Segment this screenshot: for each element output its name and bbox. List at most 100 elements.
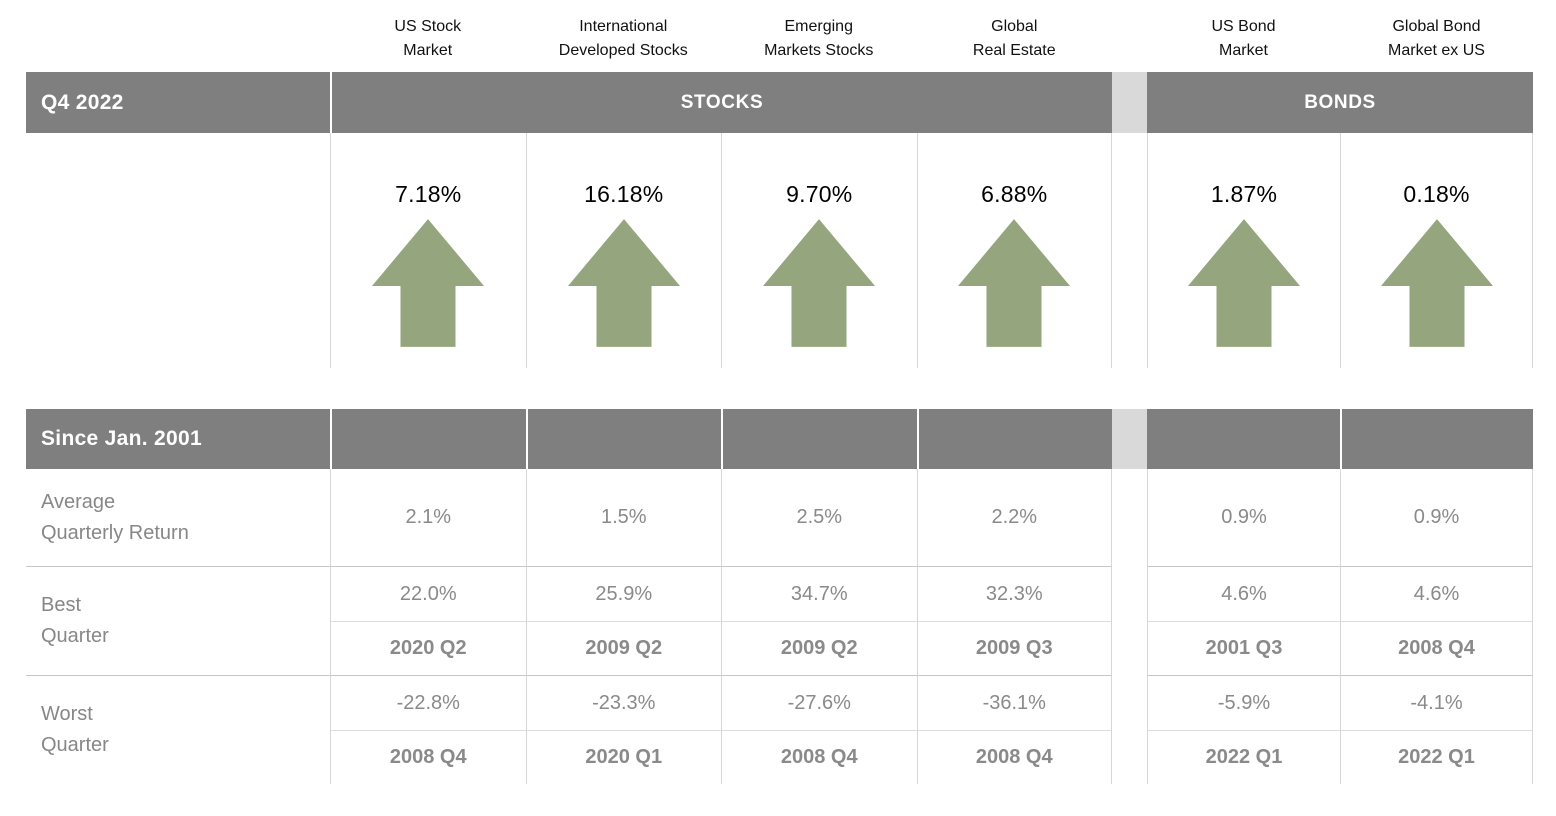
best-quarter-rows: Best Quarter 22.0% 25.9% 34.7% 32.3% 4.6… [26, 566, 1533, 675]
q4-return-value: 7.18% [395, 181, 462, 207]
up-arrow-icon [958, 219, 1071, 347]
asset-name-line: Market ex US [1388, 42, 1485, 59]
worst-quarter-period: 2008 Q4 [975, 746, 1053, 768]
best-quarter-value: 34.7% [790, 582, 848, 605]
asset-name-line: US Stock [394, 18, 462, 35]
worst-quarter-value: -36.1% [982, 691, 1046, 714]
q4-return-value: 0.18% [1403, 181, 1470, 207]
q4-return-cell: 7.18% [330, 133, 526, 368]
worst-quarter-value-cell: -22.8% [330, 675, 526, 730]
worst-quarter-period-cell: 2008 Q4 [721, 730, 917, 784]
best-quarter-value-cell: 4.6% [1340, 566, 1533, 621]
q4-return-cell: 1.87% [1147, 133, 1340, 368]
worst-quarter-period: 2022 Q1 [1398, 746, 1475, 768]
up-arrow-icon [372, 219, 485, 347]
period-label-q4-2022: Q4 2022 [26, 72, 330, 133]
q4-return-value: 16.18% [584, 181, 664, 207]
best-quarter-period-cell: 2020 Q2 [330, 621, 526, 675]
asset-column-header: US Bond Market [1147, 15, 1340, 72]
avg-return-value: 2.2% [991, 506, 1038, 528]
q4-return-value: 1.87% [1210, 181, 1278, 207]
row-label-line: Quarter [41, 625, 109, 647]
best-quarter-value: 4.6% [1221, 582, 1267, 605]
average-quarterly-return-row: Average Quarterly Return 2.1% 1.5% 2.5% … [26, 469, 1533, 566]
avg-return-cell: 0.9% [1147, 469, 1340, 566]
worst-quarter-period-cell: 2022 Q1 [1147, 730, 1340, 784]
up-arrow-icon [1380, 219, 1493, 347]
since-2001-header-bar: Since Jan. 2001 [26, 409, 1533, 469]
worst-quarter-period: 2008 Q4 [389, 746, 467, 768]
best-quarter-period: 2009 Q2 [780, 637, 858, 659]
asset-name-line: Global Bond [1392, 18, 1481, 35]
worst-quarter-period: 2020 Q1 [585, 746, 663, 768]
avg-return-cell: 2.2% [916, 469, 1112, 566]
q4-returns-row: 7.18% 16.18% 9.70% 6.88% 1.87% 0.18% [26, 133, 1533, 368]
avg-return-value: 0.9% [1221, 506, 1267, 528]
q4-return-cell: 16.18% [525, 133, 722, 368]
asset-name-line: Markets Stocks [764, 42, 874, 59]
q4-2022-header-bar: Q4 2022 STOCKS BONDS [26, 72, 1533, 133]
worst-quarter-value-cell: -5.9% [1147, 675, 1340, 730]
spacer-column [1112, 72, 1147, 133]
row-label-line: Quarterly Return [41, 521, 189, 544]
asset-column-header: International Developed Stocks [526, 15, 722, 72]
header-bar-segment [1340, 409, 1533, 469]
avg-return-cell: 2.1% [330, 469, 526, 566]
worst-quarter-value-cell: -27.6% [721, 675, 917, 730]
row-label-average-quarterly-return: Average Quarterly Return [26, 469, 330, 566]
best-quarter-value-cell: 32.3% [916, 566, 1112, 621]
worst-quarter-value: -22.8% [396, 691, 460, 714]
period-label-since-2001: Since Jan. 2001 [26, 409, 330, 469]
row-label-line: Quarter [41, 734, 109, 756]
best-quarter-value-cell: 25.9% [525, 566, 721, 621]
asset-name-line: Market [1219, 42, 1268, 59]
avg-return-cell: 2.5% [721, 469, 917, 566]
worst-quarter-rows: Worst Quarter -22.8% -23.3% -27.6% -36.1… [26, 675, 1533, 784]
spacer-column [1112, 409, 1147, 469]
asset-name-line: US Bond [1211, 18, 1276, 35]
avg-return-value: 0.9% [1413, 506, 1460, 528]
column-headers-row: US Stock Market International Developed … [26, 10, 1533, 72]
worst-quarter-period: 2022 Q1 [1205, 746, 1283, 768]
best-quarter-period-cell: 2009 Q3 [916, 621, 1112, 675]
asset-name-line: Real Estate [972, 42, 1056, 59]
up-arrow-icon [567, 219, 680, 347]
worst-quarter-period: 2008 Q4 [780, 746, 858, 768]
q4-return-value: 6.88% [981, 181, 1048, 207]
asset-column-header: Global Bond Market ex US [1340, 15, 1533, 72]
avg-return-value: 1.5% [600, 506, 647, 528]
asset-name-line: International [579, 18, 668, 35]
bonds-group-header: BONDS [1147, 72, 1533, 133]
spacer-column [1112, 133, 1147, 368]
avg-return-cell: 1.5% [525, 469, 722, 566]
best-quarter-period: 2001 Q3 [1205, 637, 1283, 659]
asset-column-header: Emerging Markets Stocks [721, 15, 917, 72]
up-arrow-icon [763, 219, 876, 347]
header-bar-segment [916, 409, 1112, 469]
row-label-best-quarter: Best Quarter [26, 566, 330, 675]
best-quarter-period-cell: 2009 Q2 [721, 621, 917, 675]
best-quarter-value-cell: 22.0% [330, 566, 526, 621]
best-quarter-period: 2008 Q4 [1398, 637, 1475, 659]
row-label-line: Worst [41, 703, 93, 725]
best-quarter-value: 22.0% [399, 582, 457, 605]
header-bar-segment [721, 409, 917, 469]
spacer-column [1112, 566, 1147, 675]
best-quarter-value: 4.6% [1413, 582, 1460, 605]
empty-label-cell [26, 133, 330, 368]
row-label-line: Average [41, 490, 116, 513]
worst-quarter-value: -23.3% [592, 691, 656, 714]
worst-quarter-value: -5.9% [1217, 691, 1271, 714]
stocks-group-header: STOCKS [330, 72, 1112, 133]
worst-quarter-value: -4.1% [1410, 691, 1463, 714]
worst-quarter-value-cell: -36.1% [916, 675, 1112, 730]
spacer-column [1112, 675, 1147, 784]
best-quarter-period-cell: 2008 Q4 [1340, 621, 1533, 675]
worst-quarter-value: -27.6% [787, 691, 851, 714]
header-bar-segment [1147, 409, 1340, 469]
best-quarter-period: 2009 Q2 [585, 637, 663, 659]
best-quarter-value-cell: 4.6% [1147, 566, 1340, 621]
row-label-worst-quarter: Worst Quarter [26, 675, 330, 784]
header-bar-segment [330, 409, 526, 469]
table-separator [26, 368, 1533, 409]
